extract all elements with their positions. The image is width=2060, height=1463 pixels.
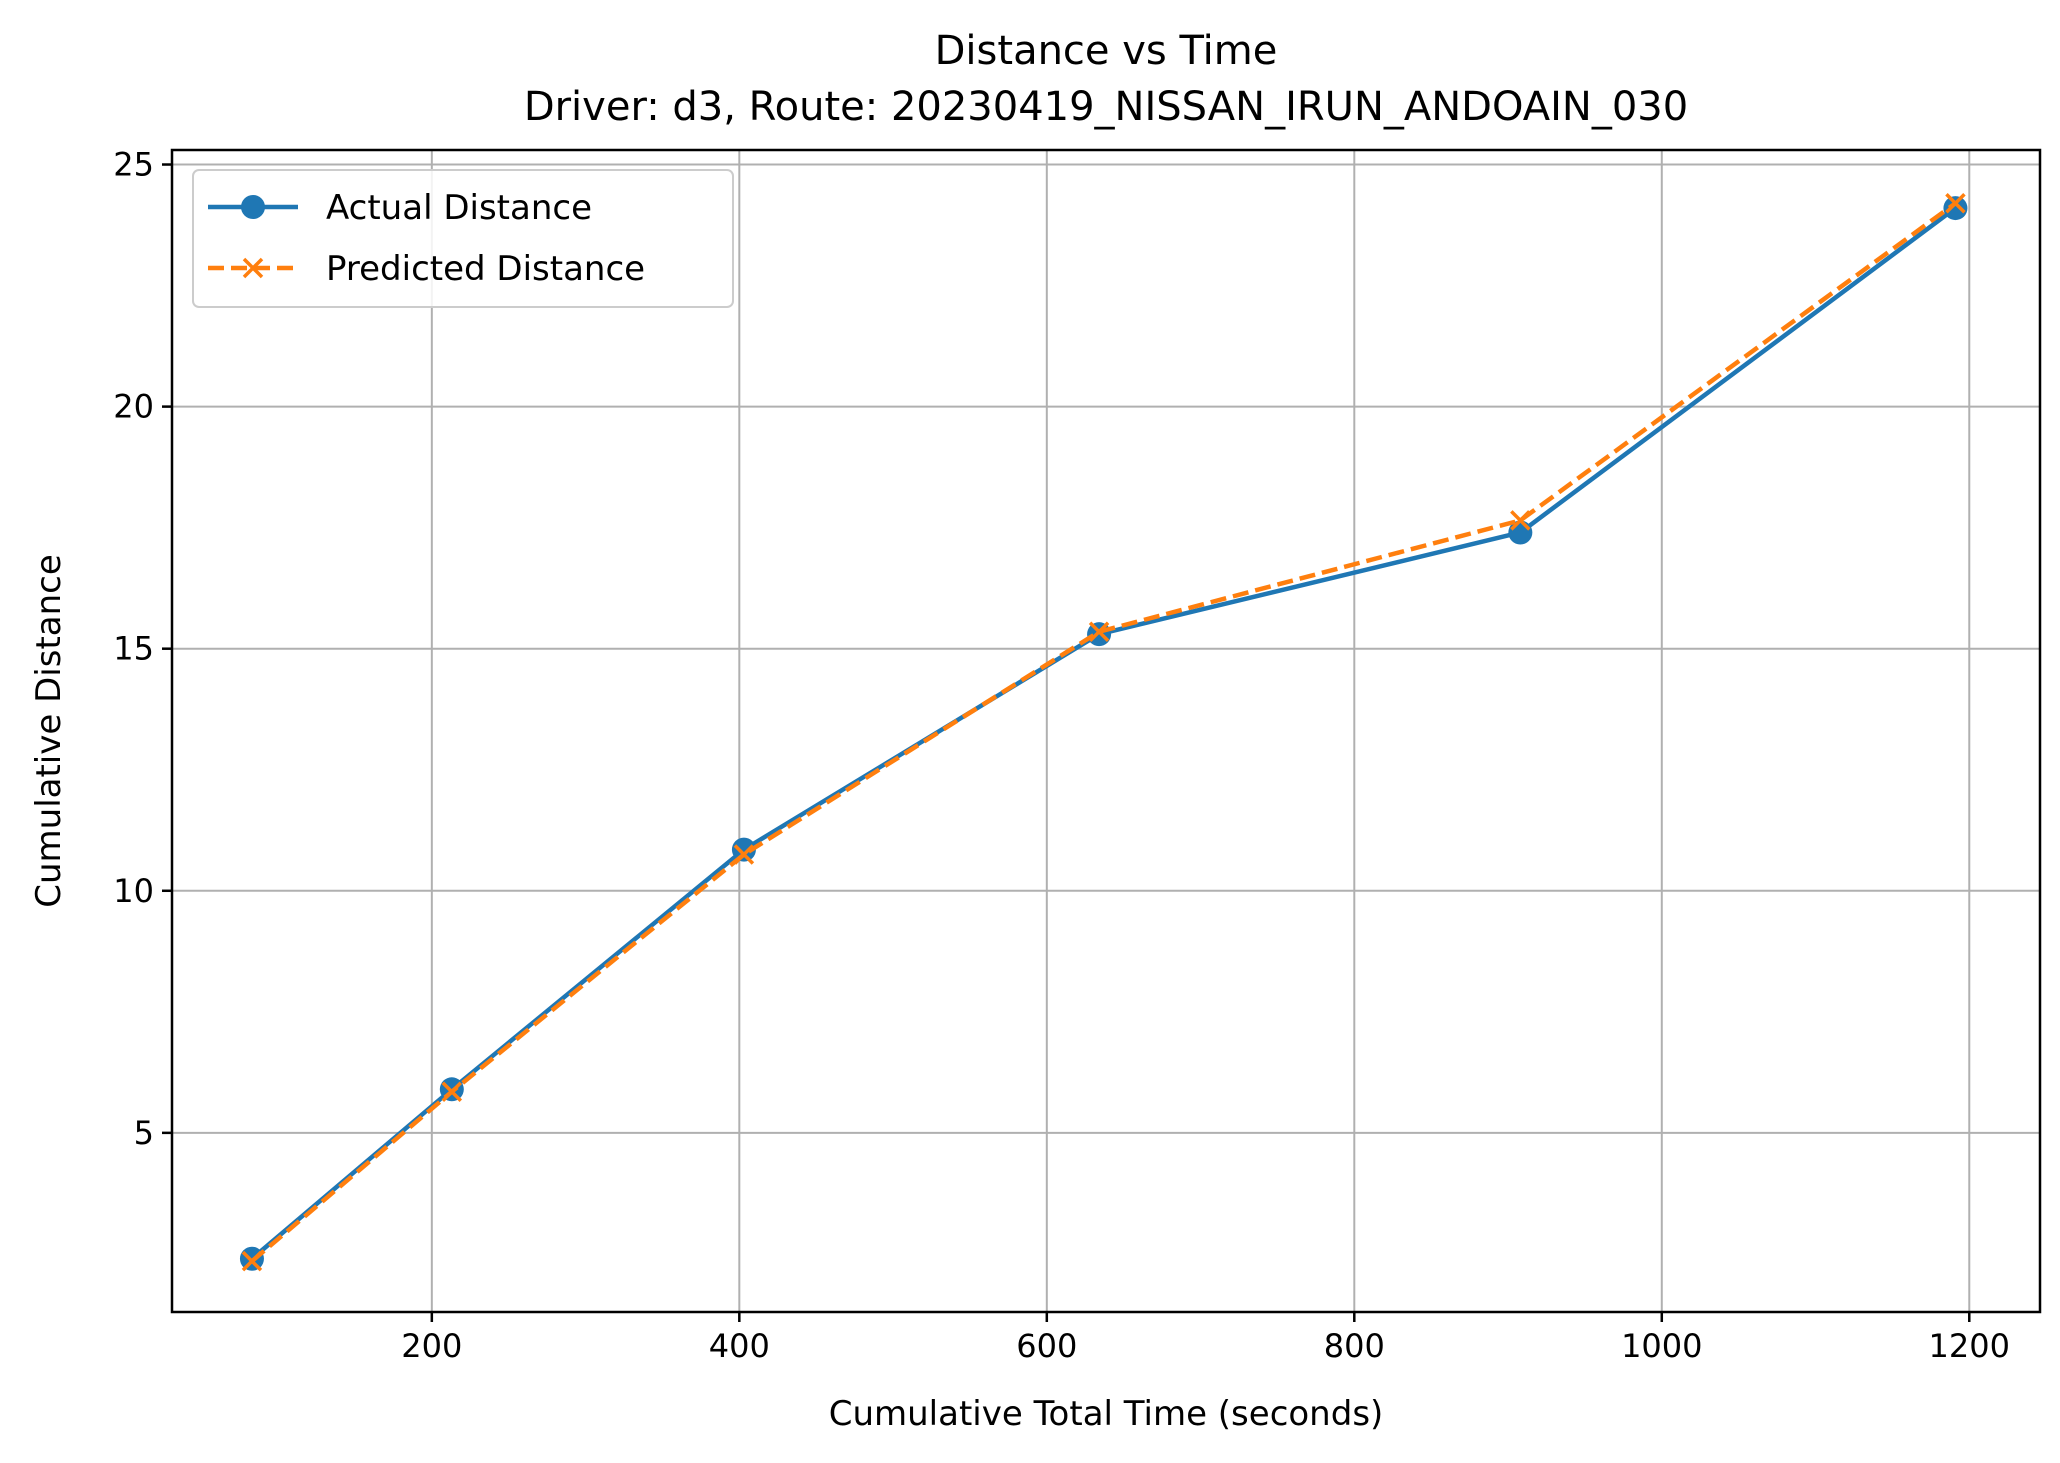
x-tick-label: 800 xyxy=(1324,1327,1385,1365)
data-point xyxy=(241,1250,263,1272)
y-tick-label: 20 xyxy=(113,388,154,426)
legend-label: Predicted Distance xyxy=(326,249,645,289)
y-tick-label: 10 xyxy=(113,872,154,910)
y-axis-ticks: 5 10 15 20 25 xyxy=(113,146,172,1152)
legend-entry: Actual Distance xyxy=(208,188,592,228)
legend-label: Actual Distance xyxy=(326,188,592,228)
legend: Actual Distance Predicted Distance xyxy=(192,169,734,308)
x-tick-label: 200 xyxy=(401,1327,462,1365)
y-tick-label: 15 xyxy=(113,630,154,668)
x-tick-label: 400 xyxy=(709,1327,770,1365)
series-line xyxy=(250,206,1957,1261)
data-point xyxy=(1088,621,1110,642)
x-axis-label: Cumulative Total Time (seconds) xyxy=(829,1394,1384,1434)
series-actual-distance xyxy=(239,196,1968,1271)
data-point xyxy=(441,1081,463,1102)
series-predicted-distance xyxy=(241,193,1966,1272)
x-tick-label: 600 xyxy=(1016,1327,1077,1365)
x-axis-ticks: 200 400 600 800 1000 1200 xyxy=(401,1312,2010,1365)
data-point xyxy=(731,837,756,862)
series-layer xyxy=(239,193,1968,1272)
data-point xyxy=(1943,196,1968,221)
data-point xyxy=(1510,510,1531,531)
legend-entry: Predicted Distance xyxy=(208,249,645,289)
chart-title: Distance vs Time xyxy=(935,28,1278,74)
legend-marker xyxy=(241,195,265,219)
legend-marker xyxy=(242,257,264,279)
legend-frame xyxy=(192,169,734,308)
y-axis-label: Cumulative Distance xyxy=(29,554,69,908)
x-tick-label: 1000 xyxy=(1621,1327,1702,1365)
y-tick-label: 25 xyxy=(113,146,154,184)
grid-lines xyxy=(172,150,2040,1312)
plot-frame xyxy=(170,148,2042,1314)
series-line xyxy=(250,201,1957,1263)
y-tick-label: 5 xyxy=(134,1114,154,1152)
chart-subtitle: Driver: d3, Route: 20230419_NISSAN_IRUN_… xyxy=(524,84,1688,130)
data-point xyxy=(733,844,755,865)
x-tick-label: 1200 xyxy=(1929,1327,2010,1365)
data-point xyxy=(1945,193,1966,214)
